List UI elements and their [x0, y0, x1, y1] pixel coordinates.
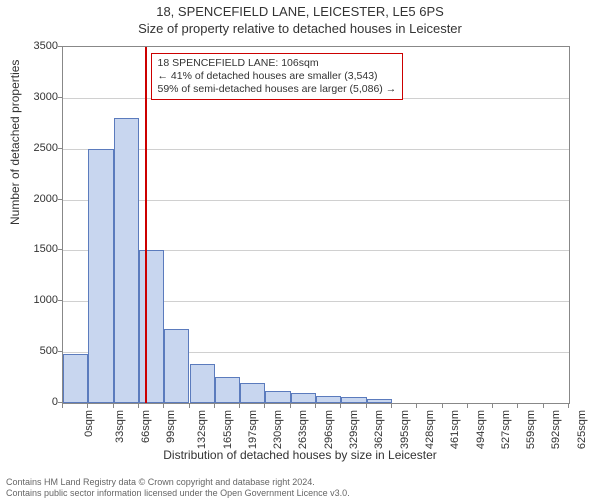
x-tick-mark	[189, 404, 190, 408]
page-title-line2: Size of property relative to detached ho…	[0, 21, 600, 36]
page-title-line1: 18, SPENCEFIELD LANE, LEICESTER, LE5 6PS	[0, 4, 600, 19]
x-tick-mark	[340, 404, 341, 408]
histogram-bar	[291, 393, 316, 403]
x-tick-mark	[366, 404, 367, 408]
x-tick-mark	[416, 404, 417, 408]
footer-line2: Contains public sector information licen…	[6, 488, 350, 498]
x-tick-mark	[290, 404, 291, 408]
x-tick-mark	[492, 404, 493, 408]
footer-attribution: Contains HM Land Registry data © Crown c…	[6, 477, 350, 498]
x-tick-label: 66sqm	[140, 410, 152, 443]
x-tick-label: 527sqm	[500, 410, 512, 449]
x-tick-mark	[568, 404, 569, 408]
x-tick-label: 494sqm	[475, 410, 487, 449]
y-tick-label: 1000	[18, 294, 58, 306]
x-tick-label: 263sqm	[298, 410, 310, 449]
x-tick-mark	[442, 404, 443, 408]
y-tick-label: 2500	[18, 142, 58, 154]
x-axis-label: Distribution of detached houses by size …	[0, 448, 600, 462]
x-tick-mark	[87, 404, 88, 408]
x-tick-label: 197sqm	[247, 410, 259, 449]
property-info-box: 18 SPENCEFIELD LANE: 106sqm ← 41% of det…	[151, 53, 404, 100]
x-tick-label: 33sqm	[114, 410, 126, 443]
x-tick-mark	[264, 404, 265, 408]
x-tick-label: 132sqm	[196, 410, 208, 449]
x-tick-mark	[214, 404, 215, 408]
histogram-bar	[139, 250, 164, 403]
info-box-line2: ← 41% of detached houses are smaller (3,…	[158, 70, 397, 83]
histogram-bar	[88, 149, 113, 403]
y-tick-label: 0	[18, 396, 58, 408]
histogram-bar	[240, 383, 265, 403]
x-tick-label: 395sqm	[399, 410, 411, 449]
histogram-bar	[215, 377, 240, 403]
x-tick-mark	[113, 404, 114, 408]
histogram-bar	[164, 329, 189, 403]
property-marker-line	[145, 47, 147, 403]
x-tick-mark	[138, 404, 139, 408]
y-tick-label: 500	[18, 345, 58, 357]
x-tick-label: 362sqm	[373, 410, 385, 449]
x-tick-label: 461sqm	[449, 410, 461, 449]
grid-line	[63, 200, 569, 201]
histogram-bar	[114, 118, 139, 403]
histogram-bar	[63, 354, 88, 403]
histogram-bar	[341, 397, 366, 403]
x-tick-mark	[315, 404, 316, 408]
footer-line1: Contains HM Land Registry data © Crown c…	[6, 477, 350, 487]
x-tick-label: 559sqm	[525, 410, 537, 449]
x-tick-label: 99sqm	[165, 410, 177, 443]
x-tick-label: 0sqm	[83, 410, 95, 437]
x-tick-label: 428sqm	[424, 410, 436, 449]
histogram-bar	[316, 396, 341, 403]
x-tick-mark	[163, 404, 164, 408]
x-tick-mark	[467, 404, 468, 408]
y-tick-label: 2000	[18, 193, 58, 205]
info-box-line3: 59% of semi-detached houses are larger (…	[158, 83, 397, 96]
x-tick-mark	[543, 404, 544, 408]
grid-line	[63, 149, 569, 150]
x-tick-mark	[517, 404, 518, 408]
x-tick-label: 625sqm	[576, 410, 588, 449]
title-area: 18, SPENCEFIELD LANE, LEICESTER, LE5 6PS…	[0, 0, 600, 36]
x-tick-label: 230sqm	[272, 410, 284, 449]
histogram-bar	[265, 391, 290, 403]
x-tick-mark	[62, 404, 63, 408]
x-tick-label: 329sqm	[348, 410, 360, 449]
x-tick-mark	[391, 404, 392, 408]
y-tick-label: 3500	[18, 40, 58, 52]
histogram-bar	[367, 399, 392, 403]
info-box-line1: 18 SPENCEFIELD LANE: 106sqm	[158, 57, 397, 70]
y-tick-label: 3000	[18, 91, 58, 103]
x-tick-label: 165sqm	[222, 410, 234, 449]
x-tick-label: 296sqm	[323, 410, 335, 449]
x-tick-mark	[239, 404, 240, 408]
histogram-bar	[190, 364, 215, 403]
chart-plot-area: 18 SPENCEFIELD LANE: 106sqm ← 41% of det…	[62, 46, 570, 404]
y-tick-label: 1500	[18, 243, 58, 255]
x-tick-label: 592sqm	[551, 410, 563, 449]
